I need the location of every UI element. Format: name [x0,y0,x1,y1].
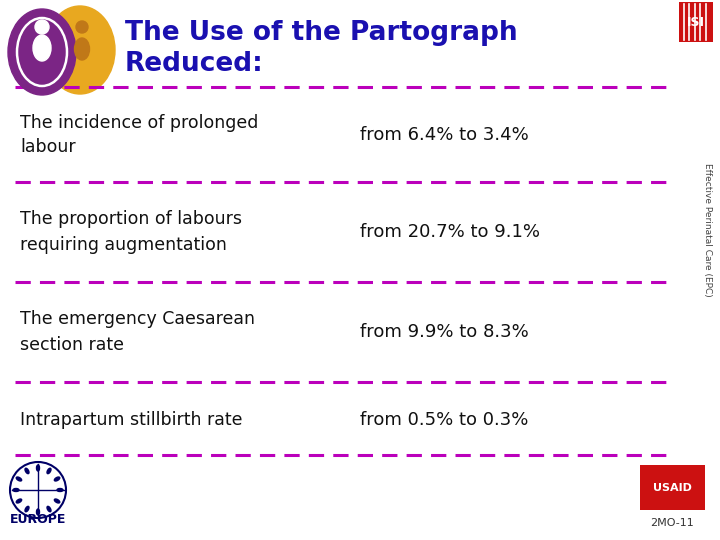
FancyBboxPatch shape [640,465,705,510]
Circle shape [76,21,88,33]
Text: from 9.9% to 8.3%: from 9.9% to 8.3% [360,323,528,341]
Ellipse shape [57,489,63,491]
Text: The incidence of prolonged
labour: The incidence of prolonged labour [20,113,258,157]
Ellipse shape [17,499,22,503]
Ellipse shape [8,9,76,95]
Ellipse shape [33,35,51,61]
Text: from 0.5% to 0.3%: from 0.5% to 0.3% [360,411,528,429]
Ellipse shape [13,489,19,491]
Text: ISI: ISI [687,16,705,29]
Ellipse shape [74,38,89,60]
Text: Effective Perinatal Care (EPC): Effective Perinatal Care (EPC) [703,163,713,297]
Ellipse shape [47,468,51,474]
Ellipse shape [45,6,115,94]
Ellipse shape [54,477,60,481]
Ellipse shape [47,507,51,512]
Text: The proportion of labours
requiring augmentation: The proportion of labours requiring augm… [20,211,242,253]
Text: USAID: USAID [652,483,691,493]
Text: The Use of the Partograph: The Use of the Partograph [125,20,518,46]
FancyBboxPatch shape [679,2,713,42]
Text: Reduced:: Reduced: [125,51,264,77]
Text: EUROPE: EUROPE [10,513,66,526]
Ellipse shape [54,499,60,503]
Ellipse shape [25,507,29,512]
Text: from 20.7% to 9.1%: from 20.7% to 9.1% [360,223,540,241]
Circle shape [35,20,49,34]
Text: from 6.4% to 3.4%: from 6.4% to 3.4% [360,126,528,144]
Text: 2MO-11: 2MO-11 [650,518,694,528]
Ellipse shape [17,477,22,481]
Text: The emergency Caesarean
section rate: The emergency Caesarean section rate [20,310,255,354]
Ellipse shape [25,468,29,474]
Text: Intrapartum stillbirth rate: Intrapartum stillbirth rate [20,411,243,429]
Ellipse shape [37,465,40,471]
Ellipse shape [37,509,40,515]
